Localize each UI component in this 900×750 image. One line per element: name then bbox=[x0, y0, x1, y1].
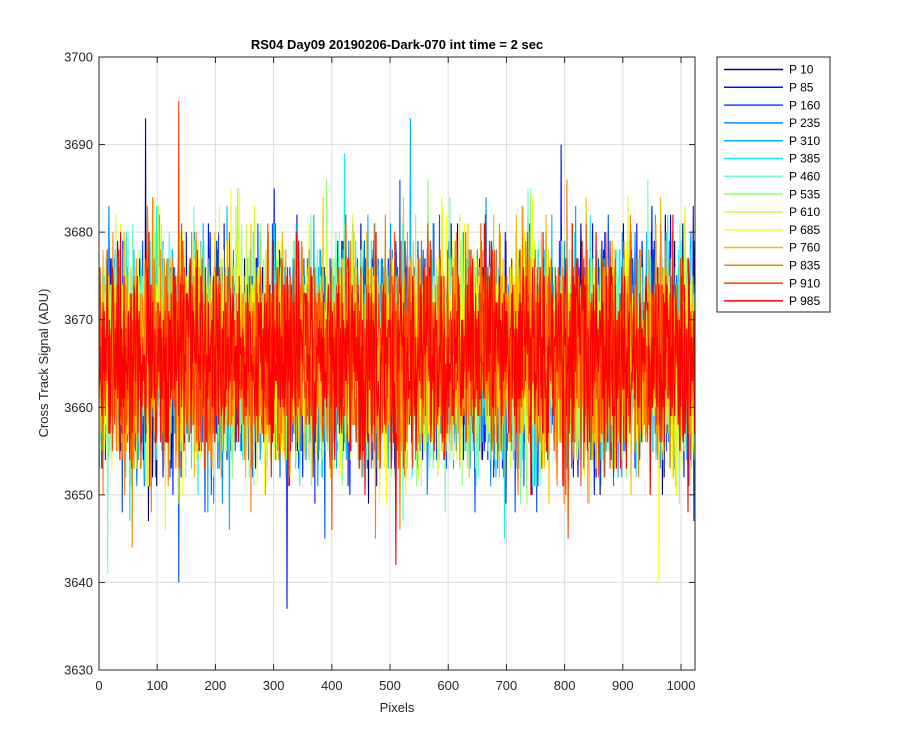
traces bbox=[98, 100, 695, 609]
legend-label-p-310: P 310 bbox=[789, 134, 820, 148]
legend-label-p-385: P 385 bbox=[789, 152, 820, 166]
legend-label-p-835: P 835 bbox=[789, 259, 820, 273]
y-tick-label: 3640 bbox=[64, 575, 93, 590]
x-tick-label: 800 bbox=[554, 678, 576, 693]
x-axis-label: Pixels bbox=[380, 700, 415, 715]
y-axis-label: Cross Track Signal (ADU) bbox=[36, 289, 51, 438]
legend-label-p-460: P 460 bbox=[789, 170, 820, 184]
x-tick-label: 200 bbox=[205, 678, 227, 693]
x-axis: 0 100 200 300 400 500 600 700 800 900 1000 bbox=[95, 57, 695, 693]
y-tick-label: 3660 bbox=[64, 400, 93, 415]
y-axis: 3630 3640 3650 3660 3670 3680 3690 3700 bbox=[64, 50, 695, 678]
legend-label-p-760: P 760 bbox=[789, 241, 820, 255]
x-tick-label: 100 bbox=[146, 678, 168, 693]
legend: P 10 P 85 P 160 P 235 P 310 P 385 P 460 P 535 P … bbox=[716, 56, 831, 313]
chart-title: RS04 Day09 20190206-Dark-070 int time = … bbox=[251, 37, 543, 52]
x-tick-label: 0 bbox=[95, 678, 102, 693]
x-tick-label: 700 bbox=[496, 678, 518, 693]
legend-label-p-685: P 685 bbox=[789, 223, 820, 237]
legend-label-p-160: P 160 bbox=[789, 98, 820, 112]
x-tick-label: 400 bbox=[321, 678, 343, 693]
legend-label-p-985: P 985 bbox=[789, 294, 820, 308]
legend-label-p-85: P 85 bbox=[789, 81, 814, 95]
legend-box bbox=[716, 56, 831, 313]
x-tick-label: 500 bbox=[379, 678, 401, 693]
x-tick-label: 1000 bbox=[667, 678, 696, 693]
y-tick-label: 3690 bbox=[64, 137, 93, 152]
legend-label-p-535: P 535 bbox=[789, 187, 820, 201]
x-tick-label: 900 bbox=[612, 678, 634, 693]
legend-label-p-235: P 235 bbox=[789, 116, 820, 130]
legend-label-p-610: P 610 bbox=[789, 205, 820, 219]
x-tick-label: 300 bbox=[263, 678, 285, 693]
series-line-p-985 bbox=[98, 214, 695, 565]
plot-frame bbox=[98, 56, 696, 671]
y-tick-label: 3650 bbox=[64, 487, 93, 502]
y-tick-label: 3630 bbox=[64, 663, 93, 678]
y-tick-label: 3680 bbox=[64, 225, 93, 240]
legend-label-p-910: P 910 bbox=[789, 276, 820, 290]
x-tick-label: 600 bbox=[437, 678, 459, 693]
legend-label-p-10: P 10 bbox=[789, 63, 814, 77]
y-tick-label: 3700 bbox=[64, 50, 93, 65]
y-tick-label: 3670 bbox=[64, 312, 93, 327]
